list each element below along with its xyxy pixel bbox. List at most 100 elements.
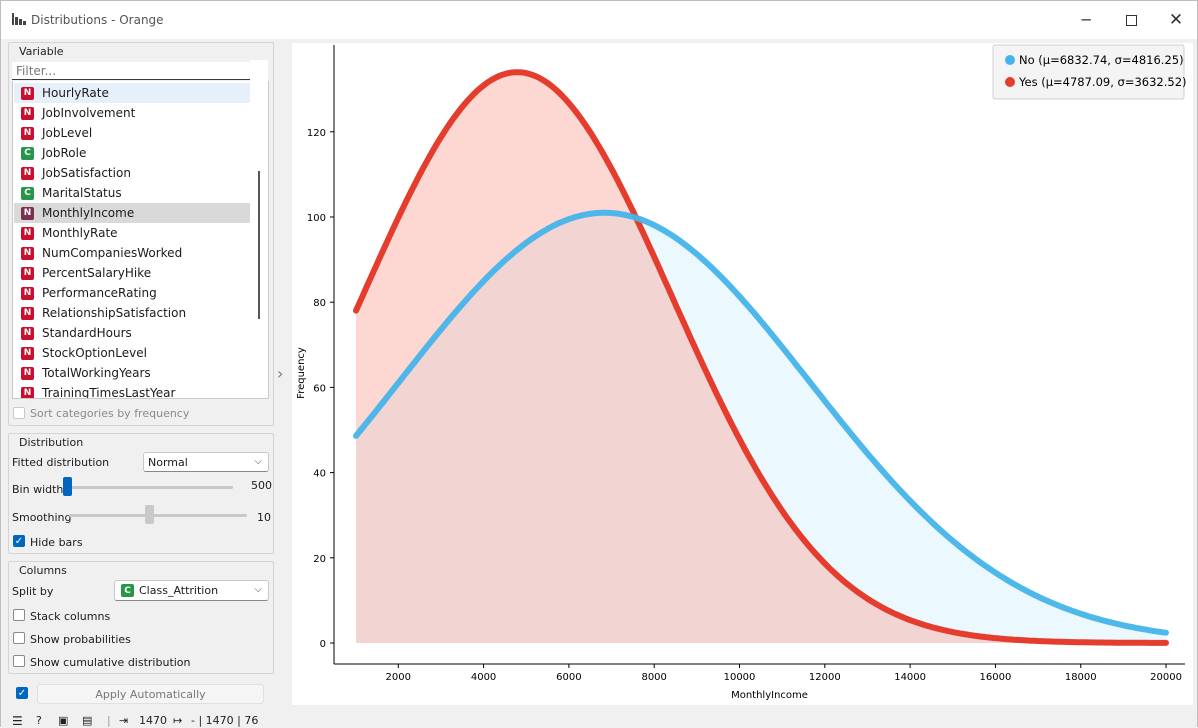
help-icon[interactable]: ? [36,714,42,727]
variable-list-item-label: RelationshipSatisfaction [42,306,187,320]
bar-chart-icon [12,13,26,25]
variable-list-item-label: NumCompaniesWorked [42,246,183,260]
variable-list-item[interactable]: N StockOptionLevel [14,343,250,363]
stack-columns-checkbox[interactable] [13,609,25,621]
bin-width-label: Bin width [12,483,64,496]
smoothing-slider-track[interactable] [69,514,247,517]
numeric-badge-icon: N [21,206,34,220]
report-icon[interactable]: ▤ [82,714,93,727]
numeric-badge-icon: N [21,86,34,100]
variable-list-item-label: StandardHours [42,326,132,340]
x-tick-label: 16000 [980,672,1012,683]
input-icon: ⇥ [119,714,129,727]
variable-list-item-label: MonthlyIncome [42,206,135,220]
x-tick-label: 10000 [724,672,756,683]
numeric-badge-icon: N [21,306,34,320]
x-tick-label: 14000 [894,672,926,683]
close-icon: ✕ [1168,10,1184,30]
variable-list-item-label: PercentSalaryHike [42,266,152,280]
bin-width-slider-handle[interactable] [63,477,72,496]
show-cumulative-checkbox[interactable] [13,655,25,667]
variable-list-item[interactable]: N StandardHours [14,323,250,343]
sort-categories-label: Sort categories by frequency [30,407,190,420]
variable-list-item[interactable]: N RelationshipSatisfaction [14,303,250,323]
chevron-down-icon: ⌵ [254,456,262,467]
variable-list[interactable]: N HourlyRate N JobInvolvement N JobLevel C JobR… [12,81,269,399]
numeric-badge-icon: N [21,126,34,140]
y-axis-label: Frequency [296,347,307,399]
save-icon[interactable]: ▣ [58,714,69,727]
apply-automatically-checkbox[interactable]: ✓ [16,687,28,699]
fitted-distribution-select[interactable]: Normal ⌵ [143,452,269,472]
variable-list-item[interactable]: N HourlyRate [14,83,250,103]
hide-bars-checkbox[interactable]: ✓ [13,535,25,547]
maximize-button[interactable] [1108,7,1154,33]
fitted-distribution-value: Normal [148,455,188,469]
variable-list-item[interactable]: N TrainingTimesLastYear [14,383,250,399]
close-button[interactable]: ✕ [1153,7,1198,33]
menu-icon[interactable]: ☰ [12,714,23,728]
split-by-value: Class_Attrition [139,584,219,597]
x-tick-label: 18000 [1065,672,1097,683]
series-line-yes [353,69,1169,646]
variable-list-item[interactable]: N MonthlyRate [14,223,250,243]
variable-list-item-label: PerformanceRating [42,286,157,300]
variable-list-item[interactable]: C MaritalStatus [14,183,250,203]
split-by-select[interactable]: C Class_Attrition ⌵ [114,580,269,601]
minimize-icon: ─ [1081,11,1091,29]
x-tick-label: 2000 [386,672,411,683]
legend-marker [1005,55,1015,65]
series-fill-no [356,212,1166,643]
variable-list-item[interactable]: N JobSatisfaction [14,163,250,183]
smoothing-slider-handle[interactable] [145,505,155,524]
variable-list-item[interactable]: N NumCompaniesWorked [14,243,250,263]
variable-list-item-label: MaritalStatus [42,186,122,200]
categorical-badge-icon: C [21,186,34,200]
variable-list-item-label: HourlyRate [42,86,109,100]
y-tick-label: 80 [313,298,326,309]
maximize-icon [1125,14,1137,26]
sort-categories-checkbox[interactable] [13,407,25,419]
variable-list-item-label: JobRole [42,146,87,160]
variable-list-item-label: JobSatisfaction [42,166,131,180]
split-by-label: Split by [12,585,54,598]
y-tick-label: 60 [313,383,326,394]
y-tick-label: 0 [320,639,326,650]
distribution-chart[interactable]: 0 20 40 60 80 100 120 2000 4000 6000 8000 10000 1200… [292,43,1193,705]
expand-panel-icon[interactable]: › [277,364,284,383]
series-line-no [353,209,1169,636]
bin-width-slider-track[interactable] [63,486,233,489]
minimize-button[interactable]: ─ [1063,7,1109,33]
x-tick-label: 4000 [471,672,496,683]
numeric-badge-icon: N [21,106,34,120]
variable-list-item[interactable]: N PerformanceRating [14,283,250,303]
variable-list-scroll-thumb[interactable] [258,171,260,319]
series-fill-yes [356,72,1166,643]
variable-list-item-label: JobInvolvement [42,106,136,120]
variable-list-item[interactable]: N MonthlyIncome [14,203,250,223]
plot-area[interactable]: 0 20 40 60 80 100 120 2000 4000 6000 8000 10000 1200… [292,43,1193,705]
x-tick-label: 12000 [809,672,841,683]
apply-button[interactable]: Apply Automatically [37,684,264,704]
y-tick-label: 20 [313,554,326,565]
legend-label: Yes (μ=4787.09, σ=3632.52) [1018,75,1187,89]
checkmark-icon: ✓ [14,536,24,547]
variable-list-item[interactable]: N TotalWorkingYears [14,363,250,383]
status-bar: ☰ ? ▣ ▤ | ⇥ 1470 ↦ - | 1470 | 76 [1,711,1197,728]
filter-input[interactable]: Filter... [12,62,250,80]
variable-list-item-label: StockOptionLevel [42,346,147,360]
output-summary: - | 1470 | 76 [191,714,259,727]
variable-list-item[interactable]: C JobRole [14,143,250,163]
distribution-group-title: Distribution [19,436,84,449]
numeric-badge-icon: N [21,266,34,280]
variable-list-item[interactable]: N JobLevel [14,123,250,143]
show-probabilities-checkbox[interactable] [13,632,25,644]
variable-list-item[interactable]: N PercentSalaryHike [14,263,250,283]
variable-list-item-label: TrainingTimesLastYear [42,386,176,399]
x-tick-label: 6000 [556,672,581,683]
variable-list-item[interactable]: N JobInvolvement [14,103,250,123]
input-count: 1470 [139,714,167,727]
show-cumulative-label: Show cumulative distribution [30,656,191,669]
numeric-badge-icon: N [21,246,34,260]
